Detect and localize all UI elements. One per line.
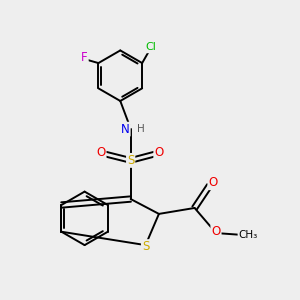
Text: O: O bbox=[212, 225, 220, 238]
Text: CH₃: CH₃ bbox=[238, 230, 258, 240]
Text: O: O bbox=[154, 146, 164, 160]
Text: N: N bbox=[121, 123, 130, 136]
Text: O: O bbox=[208, 176, 217, 189]
Text: Cl: Cl bbox=[145, 42, 156, 52]
Text: S: S bbox=[127, 154, 134, 167]
Text: F: F bbox=[81, 51, 88, 64]
Text: S: S bbox=[142, 240, 149, 253]
Text: O: O bbox=[96, 146, 106, 160]
Text: H: H bbox=[137, 124, 145, 134]
